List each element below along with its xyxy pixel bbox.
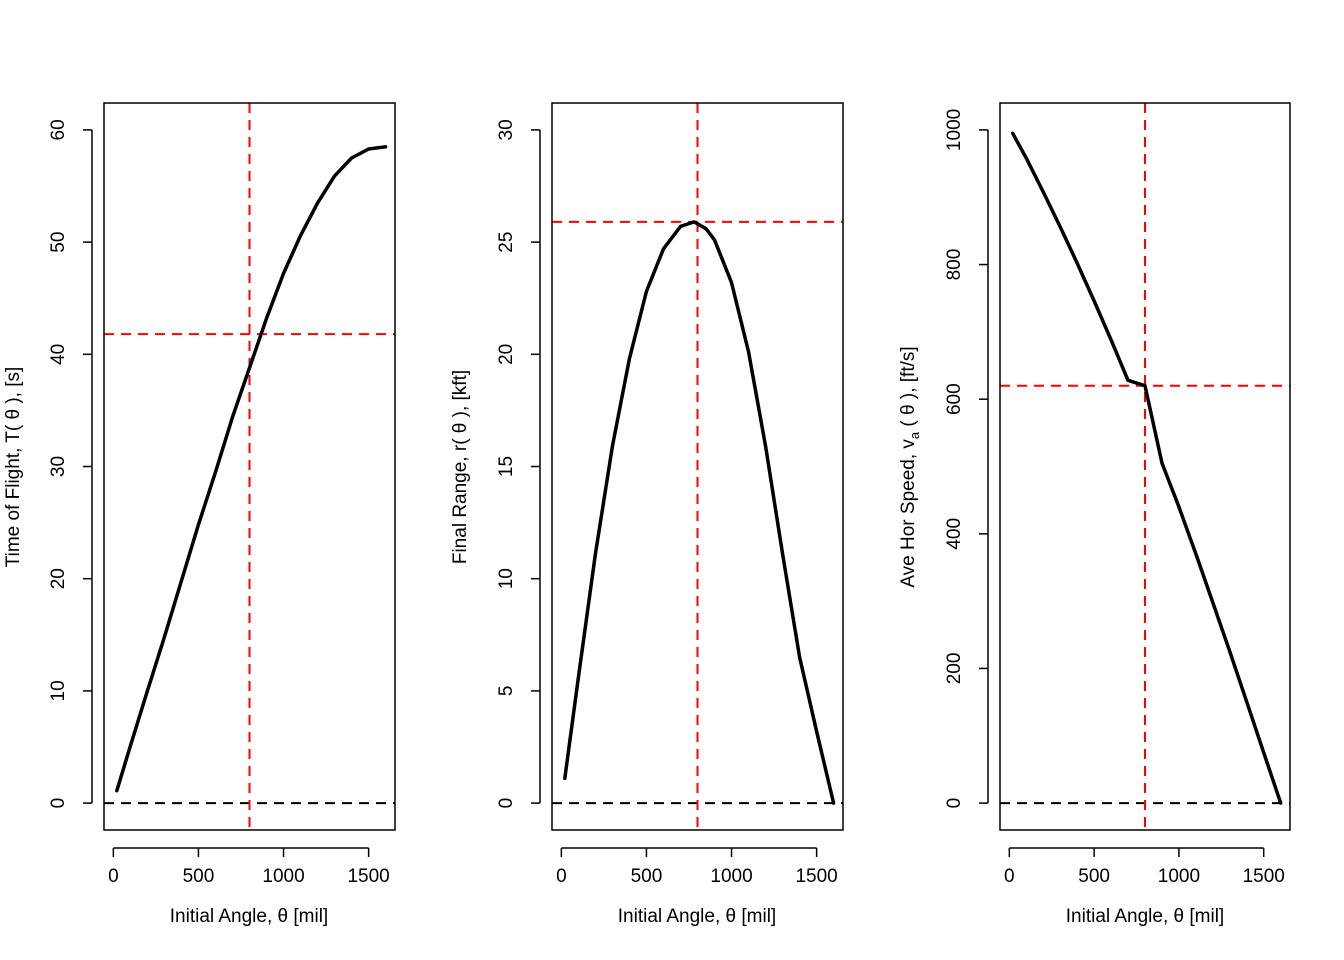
y-axis-title: Final Range, r( θ ), [kft] <box>450 370 471 564</box>
y-axis-title-subscript: a <box>907 431 922 439</box>
y-tick-label: 50 <box>48 232 69 253</box>
y-axis-title-rest: ( θ ), [ft/s] <box>898 346 919 432</box>
series-line-0 <box>563 220 836 805</box>
series-line-0 <box>1010 131 1283 805</box>
series-line-0 <box>115 145 388 793</box>
x-axis-title: Initial Angle, θ [mil] <box>1066 906 1224 927</box>
y-tick-label: 10 <box>48 680 69 701</box>
x-tick-label: 500 <box>183 866 215 887</box>
plot-frame <box>103 102 396 831</box>
y-tick-label: 600 <box>944 383 965 415</box>
x-axis-title: Initial Angle, θ [mil] <box>618 906 776 927</box>
panel-average-horizontal-speed: Initial Angle, θ [mil] Ave Hor Speed, va… <box>898 102 1291 927</box>
plot-frame <box>999 102 1291 831</box>
panel-time-of-flight: Initial Angle, θ [mil] Time of Flight, T… <box>3 102 396 927</box>
y-tick-label: 20 <box>496 344 517 365</box>
x-tick-label: 0 <box>556 866 567 887</box>
x-tick-label: 500 <box>631 866 663 887</box>
panel-final-range: Initial Angle, θ [mil] Final Range, r( θ… <box>450 102 844 927</box>
y-tick-label: 0 <box>496 798 517 809</box>
x-tick-label: 1500 <box>1243 866 1285 887</box>
y-tick-label: 30 <box>48 456 69 477</box>
x-tick-label: 1500 <box>795 866 837 887</box>
x-tick-label: 0 <box>108 866 119 887</box>
y-tick-label: 10 <box>496 568 517 589</box>
x-tick-label: 1000 <box>1158 866 1200 887</box>
x-tick-label: 1000 <box>262 866 304 887</box>
x-tick-label: 1500 <box>347 866 389 887</box>
y-tick-label: 1000 <box>944 109 965 151</box>
y-tick-label: 400 <box>944 518 965 550</box>
x-tick-label: 500 <box>1078 866 1110 887</box>
y-tick-label: 200 <box>944 653 965 685</box>
plot-frame <box>551 102 844 831</box>
y-tick-label: 0 <box>944 798 965 809</box>
x-axis-title: Initial Angle, θ [mil] <box>170 906 328 927</box>
y-tick-label: 25 <box>496 232 517 253</box>
y-tick-label: 800 <box>944 249 965 281</box>
y-axis-title-main: Ave Hor Speed, v <box>898 439 919 588</box>
y-tick-label: 40 <box>48 344 69 365</box>
x-tick-label: 0 <box>1004 866 1015 887</box>
y-tick-label: 60 <box>48 119 69 140</box>
y-axis-title: Ave Hor Speed, va ( θ ), [ft/s] <box>898 346 922 587</box>
y-tick-label: 30 <box>496 119 517 140</box>
y-tick-label: 0 <box>48 798 69 809</box>
y-tick-label: 15 <box>496 456 517 477</box>
y-tick-label: 5 <box>496 686 517 697</box>
x-tick-label: 1000 <box>710 866 752 887</box>
y-axis-title: Time of Flight, T( θ ), [s] <box>3 367 24 568</box>
y-tick-label: 20 <box>48 568 69 589</box>
